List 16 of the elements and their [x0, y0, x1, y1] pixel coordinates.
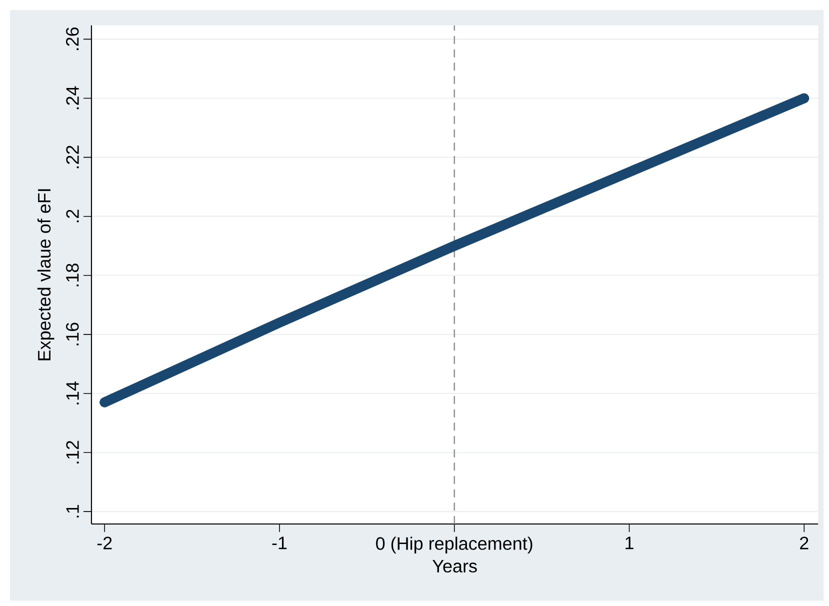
- y-tick-label: .22: [66, 146, 79, 168]
- x-axis-title: Years: [432, 560, 477, 573]
- y-tick-label: .18: [66, 264, 79, 286]
- x-tick-label: -2: [97, 536, 112, 550]
- y-tick-label: .14: [66, 381, 79, 404]
- y-tick-label: .24: [66, 86, 79, 110]
- y-tick-label: .16: [66, 322, 79, 346]
- y-tick-label: .1: [66, 504, 79, 518]
- y-axis-title: Expected vlaue of eFI: [37, 189, 54, 360]
- x-tick-label: -1: [272, 536, 287, 550]
- x-tick-label: 1: [626, 536, 634, 550]
- x-tick-label: 2: [800, 536, 808, 550]
- y-tick-label: .2: [66, 210, 79, 222]
- x-tick-label: 0 (Hip replacement): [376, 536, 532, 554]
- y-tick-label: .12: [66, 440, 79, 464]
- y-tick-label: .26: [66, 27, 79, 50]
